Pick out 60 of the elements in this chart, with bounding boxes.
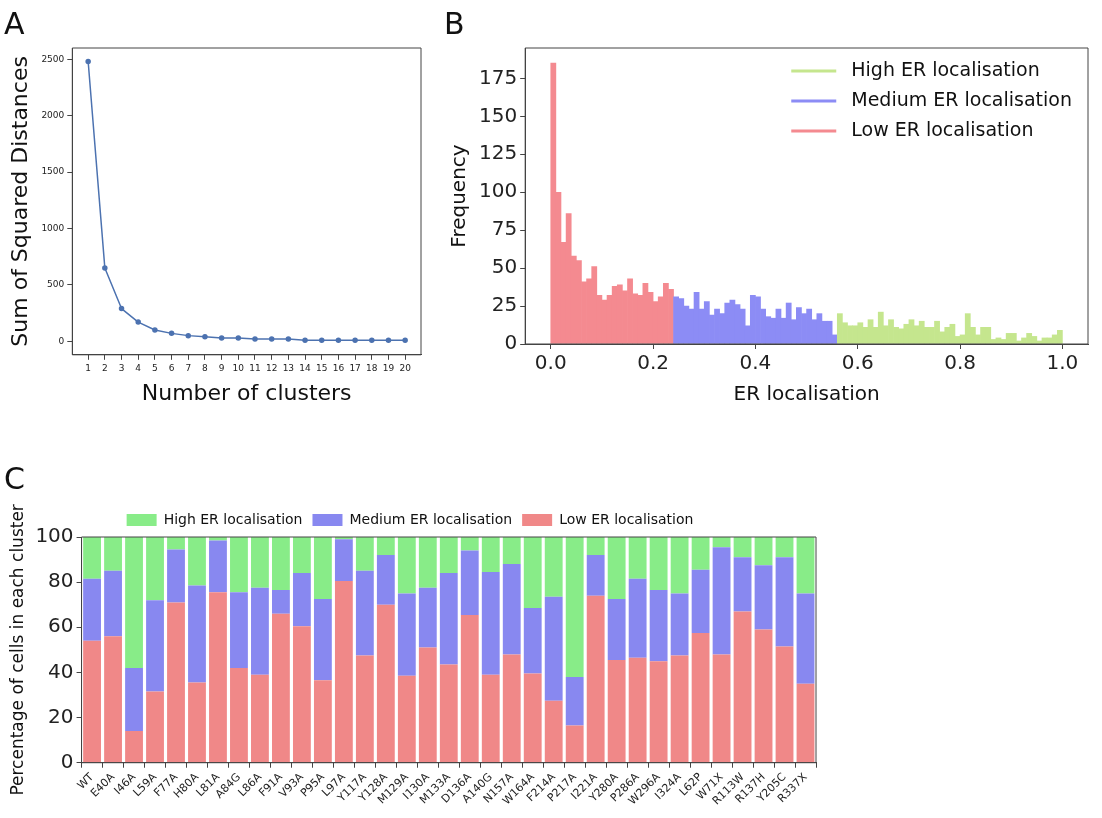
legend-label: Medium ER localisation bbox=[349, 510, 513, 527]
x-tick-label: 19 bbox=[382, 362, 395, 373]
x-tick-label: 12 bbox=[265, 362, 278, 373]
y-tick-label: 75 bbox=[491, 216, 518, 241]
y-tick-label: 125 bbox=[478, 140, 518, 165]
legend-label: High ER localisation bbox=[163, 510, 303, 527]
x-tick-label: 3 bbox=[118, 362, 125, 373]
y-tick-label: 20 bbox=[48, 703, 74, 728]
x-tick-label: 5 bbox=[152, 362, 158, 373]
y-tick-label: 80 bbox=[48, 568, 74, 593]
x-tick-label: 13 bbox=[282, 362, 295, 373]
x-tick-label: 7 bbox=[185, 362, 192, 373]
y-tick-label: 60 bbox=[48, 613, 74, 638]
legend-label: Low ER localisation bbox=[851, 117, 1034, 140]
y-tick-label: 150 bbox=[478, 102, 518, 127]
y-axis-title: Sum of Squared Distances bbox=[6, 56, 32, 347]
y-tick-label: 25 bbox=[491, 292, 518, 317]
y-tick-label: 100 bbox=[35, 523, 74, 548]
x-tick-label: 8 bbox=[202, 362, 209, 373]
x-tick-label: 0.6 bbox=[841, 350, 874, 375]
chart-title: A bbox=[4, 5, 25, 41]
x-tick-label: 9 bbox=[218, 362, 225, 373]
y-tick-label: 1000 bbox=[41, 222, 65, 233]
y-tick-label: 0 bbox=[504, 330, 518, 355]
chart-title: B bbox=[444, 5, 465, 41]
y-tick-label: 2000 bbox=[41, 110, 65, 121]
y-axis-title: Percentage of cells in each cluster bbox=[6, 504, 27, 796]
x-tick-label: 4 bbox=[135, 362, 142, 373]
y-axis-title: Frequency bbox=[446, 144, 471, 248]
x-tick-label: 0.2 bbox=[637, 350, 669, 375]
y-tick-label: 500 bbox=[47, 279, 65, 290]
y-tick-label: 0 bbox=[58, 335, 65, 346]
x-tick-label: 10 bbox=[232, 362, 245, 373]
x-axis-title: Number of clusters bbox=[141, 379, 352, 405]
x-tick-label: 20 bbox=[399, 362, 412, 373]
x-tick-label: 18 bbox=[366, 362, 378, 373]
y-tick-label: 1500 bbox=[41, 166, 65, 177]
y-tick-label: 0 bbox=[60, 748, 74, 773]
x-tick-label: 0.8 bbox=[944, 350, 976, 375]
x-tick-label: 14 bbox=[299, 362, 312, 373]
x-tick-label: 11 bbox=[249, 362, 261, 373]
x-tick-label: 2 bbox=[101, 362, 108, 373]
x-tick-label: 17 bbox=[349, 362, 361, 373]
y-tick-label: 40 bbox=[48, 658, 74, 683]
y-tick-label: 100 bbox=[478, 178, 518, 203]
x-tick-label: 0.0 bbox=[534, 350, 567, 375]
y-tick-label: 2500 bbox=[41, 53, 65, 64]
x-tick-label: 1 bbox=[85, 362, 92, 373]
chart-title: C bbox=[4, 460, 25, 496]
legend-label: High ER localisation bbox=[851, 57, 1040, 80]
x-tick-label: 6 bbox=[168, 362, 175, 373]
legend-label: Medium ER localisation bbox=[851, 87, 1072, 110]
x-tick-label: 1.0 bbox=[1046, 350, 1079, 375]
legend-label: Low ER localisation bbox=[559, 510, 694, 527]
x-tick-label: 16 bbox=[332, 362, 345, 373]
x-tick-label: 0.4 bbox=[739, 350, 772, 375]
x-tick-label: 15 bbox=[316, 362, 328, 373]
y-tick-label: 175 bbox=[478, 64, 518, 89]
y-tick-label: 50 bbox=[491, 254, 518, 279]
x-axis-title: ER localisation bbox=[733, 381, 880, 406]
